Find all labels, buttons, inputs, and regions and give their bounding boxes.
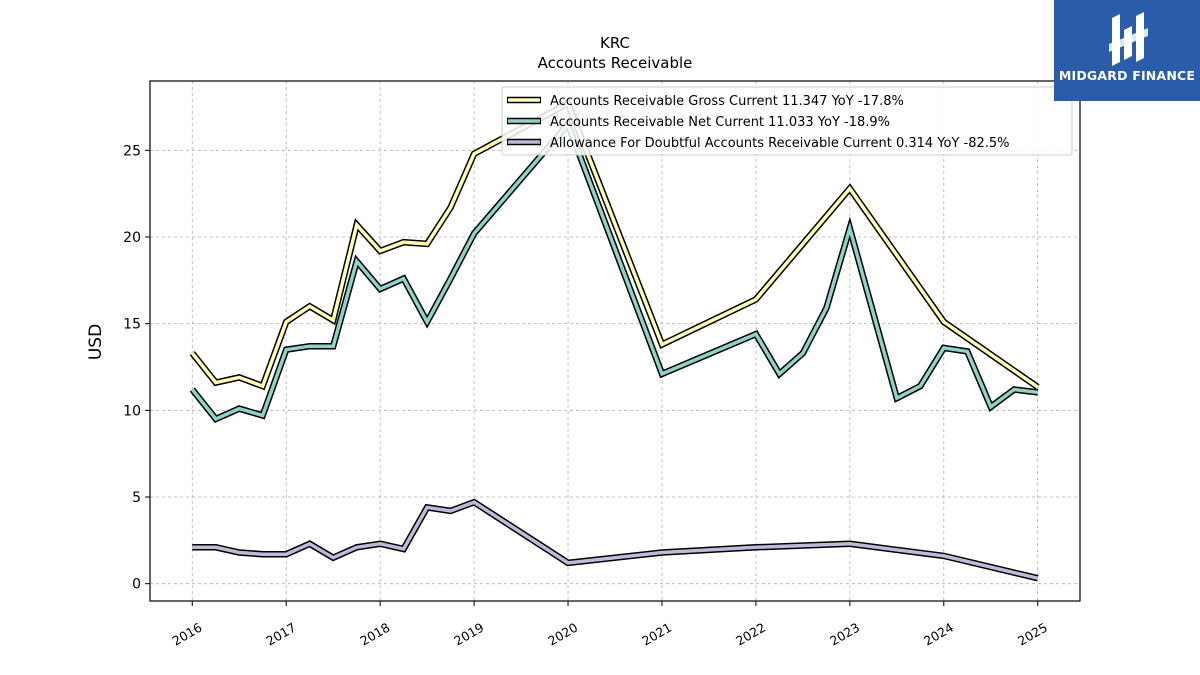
x-tick-label: 2016 xyxy=(169,620,204,649)
chart-subtitle: Accounts Receivable xyxy=(538,54,693,72)
x-tick-label: 2019 xyxy=(451,620,486,649)
y-tick-label: 15 xyxy=(123,317,141,333)
series-line-1 xyxy=(189,98,1040,391)
plot-frame xyxy=(149,80,1081,602)
legend-label-3: Allowance For Doubtful Accounts Receivab… xyxy=(550,136,1010,151)
grid-lines xyxy=(150,81,1080,601)
x-axis: 2016 2017 2018 2019 2020 2021 2022 2023 2024 2025 xyxy=(169,601,1050,649)
legend: Accounts Receivable Gross Current 11.347… xyxy=(501,86,1073,156)
brand-name: MIDGARD FINANCE xyxy=(1058,68,1196,83)
x-tick-label: 2017 xyxy=(263,620,298,649)
legend-label-1: Accounts Receivable Gross Current 11.347… xyxy=(550,94,904,109)
x-tick-label: 2024 xyxy=(921,620,956,649)
series-line-3 xyxy=(192,498,1039,582)
x-tick-label: 2021 xyxy=(639,620,674,649)
y-axis: 0 5 10 15 20 25 xyxy=(123,143,150,593)
series-stroke xyxy=(190,101,1039,389)
y-axis-label: USD xyxy=(86,324,106,360)
x-tick-label: 2025 xyxy=(1015,620,1050,649)
y-tick-label: 20 xyxy=(123,230,141,246)
x-tick-label: 2018 xyxy=(357,620,392,649)
midgard-logo-icon xyxy=(1109,12,1148,66)
x-tick-label: 2023 xyxy=(827,620,862,649)
series-lines xyxy=(189,98,1040,582)
brand-badge: MIDGARD FINANCE xyxy=(1054,0,1200,101)
x-tick-label: 2020 xyxy=(545,620,580,649)
x-tick-label: 2022 xyxy=(733,620,768,649)
legend-label-2: Accounts Receivable Net Current 11.033 Y… xyxy=(550,115,890,130)
series-stroke xyxy=(192,500,1039,580)
series-outline xyxy=(192,498,1039,582)
y-tick-label: 0 xyxy=(132,577,141,593)
y-tick-label: 25 xyxy=(123,143,141,159)
y-tick-label: 5 xyxy=(132,490,141,506)
y-tick-label: 10 xyxy=(123,403,141,419)
chart-title: KRC xyxy=(600,34,630,52)
legend-box xyxy=(501,86,1073,156)
